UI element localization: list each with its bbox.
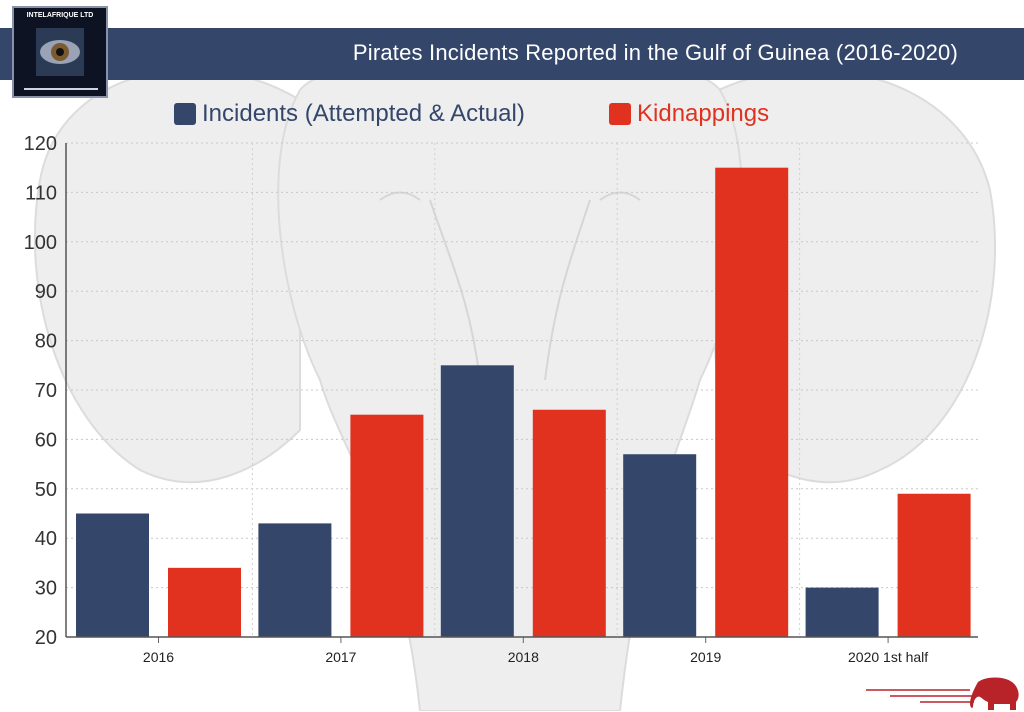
logo-text: INTELAFRIQUE LTD: [26, 12, 94, 19]
y-tick-label: 110: [25, 182, 57, 204]
bar-incidents: [258, 523, 332, 637]
x-tick-label: 2017: [325, 649, 356, 665]
y-tick-label: 120: [24, 133, 57, 155]
x-tick-label: 2019: [690, 649, 721, 665]
bar-incidents: [805, 587, 879, 637]
legend-label-incidents: Incidents (Attempted & Actual): [202, 100, 525, 127]
y-tick-label: 30: [35, 578, 57, 600]
x-tick-label: 2016: [143, 649, 174, 665]
y-tick-label: 40: [35, 528, 57, 550]
legend-label-kidnappings: Kidnappings: [637, 100, 770, 127]
y-tick-label: 60: [35, 429, 57, 451]
x-tick-label: 2018: [508, 649, 539, 665]
elephant-watermark-icon: [866, 677, 1019, 710]
bar-kidnappings: [168, 567, 241, 637]
y-tick-label: 90: [35, 281, 57, 303]
y-tick-label: 80: [35, 331, 57, 353]
bar-kidnappings: [350, 414, 424, 637]
bar-kidnappings: [897, 493, 971, 637]
chart-legend: Incidents (Attempted & Actual) Kidnappin…: [0, 100, 1024, 132]
company-logo: INTELAFRIQUE LTD: [12, 6, 108, 98]
legend-swatch-incidents: [174, 103, 196, 125]
bar-incidents: [76, 513, 149, 637]
eye-logo-icon: [36, 28, 84, 76]
bar-incidents: [440, 365, 514, 637]
logo-caption-line: [24, 88, 98, 90]
legend-item-incidents: Incidents (Attempted & Actual): [174, 100, 525, 128]
chart-title: Pirates Incidents Reported in the Gulf o…: [352, 40, 958, 65]
legend-swatch-kidnappings: [609, 103, 631, 125]
y-tick-label: 100: [24, 232, 57, 254]
title-bar: [0, 28, 1024, 80]
x-tick-label: 2020 1st half: [848, 649, 928, 665]
bar-incidents: [623, 454, 697, 637]
legend-item-kidnappings: Kidnappings: [609, 100, 769, 128]
y-tick-label: 50: [35, 479, 57, 501]
bar-kidnappings: [715, 167, 789, 637]
y-tick-label: 70: [35, 380, 57, 402]
y-tick-label: 20: [35, 627, 57, 649]
bar-kidnappings: [532, 409, 606, 637]
